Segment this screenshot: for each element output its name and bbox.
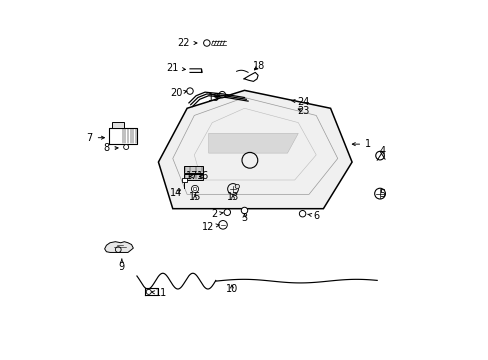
Text: 9: 9: [119, 259, 124, 272]
Circle shape: [224, 209, 230, 216]
Circle shape: [235, 184, 239, 189]
FancyBboxPatch shape: [182, 178, 186, 182]
Text: 5: 5: [379, 189, 385, 199]
Text: 22: 22: [177, 38, 197, 48]
Text: 7: 7: [86, 133, 104, 143]
Text: 18: 18: [252, 61, 264, 71]
Circle shape: [241, 207, 247, 214]
Polygon shape: [104, 242, 133, 252]
Text: 19: 19: [207, 93, 220, 103]
Text: 17: 17: [186, 171, 198, 181]
Text: 24: 24: [291, 97, 309, 107]
Circle shape: [123, 144, 128, 149]
Text: 13: 13: [226, 192, 239, 202]
Text: 11: 11: [151, 288, 167, 298]
Text: 15: 15: [188, 192, 201, 202]
Circle shape: [203, 40, 210, 46]
Polygon shape: [208, 134, 298, 153]
Text: 3: 3: [241, 213, 247, 222]
Text: 4: 4: [379, 146, 385, 156]
Circle shape: [186, 88, 193, 94]
Polygon shape: [158, 90, 351, 209]
FancyBboxPatch shape: [183, 166, 203, 173]
Text: 6: 6: [307, 211, 319, 221]
Text: 10: 10: [225, 284, 238, 294]
Text: 1: 1: [351, 139, 370, 149]
Circle shape: [299, 211, 305, 217]
Text: 8: 8: [103, 143, 118, 153]
Text: 14: 14: [170, 188, 182, 198]
Circle shape: [219, 91, 225, 98]
Text: 2: 2: [210, 209, 223, 219]
Text: 12: 12: [202, 222, 219, 231]
Text: 23: 23: [297, 106, 309, 116]
Text: 20: 20: [170, 88, 186, 98]
FancyBboxPatch shape: [183, 174, 203, 180]
Text: 21: 21: [165, 63, 185, 73]
FancyBboxPatch shape: [112, 122, 124, 128]
Text: 16: 16: [197, 171, 209, 181]
Circle shape: [146, 289, 151, 294]
Circle shape: [191, 185, 198, 193]
